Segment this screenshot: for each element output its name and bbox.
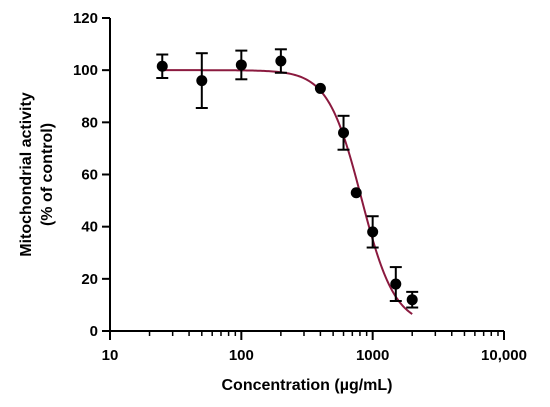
data-point <box>367 226 379 238</box>
data-points-layer <box>156 48 419 309</box>
x-tick-label: 10,000 <box>481 347 527 364</box>
y-tick-label: 20 <box>81 271 98 288</box>
x-axis-title: Concentration (µg/mL) <box>222 377 393 394</box>
data-point <box>314 82 326 94</box>
x-tick-label: 10 <box>102 347 119 364</box>
data-point <box>350 187 362 199</box>
y-axis-title-line: Mitochondrial activity <box>18 92 35 257</box>
data-point <box>338 127 350 139</box>
data-point <box>156 60 168 72</box>
fit-curve <box>162 69 413 315</box>
y-tick-label: 0 <box>90 323 98 340</box>
y-axis-title-line: (% of control) <box>39 123 56 226</box>
axes <box>102 17 505 340</box>
data-point <box>406 294 418 306</box>
y-tick-label: 40 <box>81 219 98 236</box>
fit-curve-layer <box>162 69 413 315</box>
data-point <box>275 55 287 67</box>
y-tick-label: 100 <box>73 62 98 79</box>
y-axis-title: Mitochondrial activity (% of control) <box>18 92 56 257</box>
x-tick-label: 1000 <box>356 347 389 364</box>
data-point <box>390 278 402 290</box>
x-tick-label: 100 <box>229 347 254 364</box>
data-point <box>235 59 247 71</box>
y-tick-label: 120 <box>73 10 98 27</box>
y-tick-label: 80 <box>81 114 98 131</box>
axis-labels: 0 20 40 60 80 100 120 10 100 1000 10,000 Concentrat… <box>18 10 527 394</box>
y-tick-label: 60 <box>81 167 98 184</box>
data-point <box>196 75 208 87</box>
